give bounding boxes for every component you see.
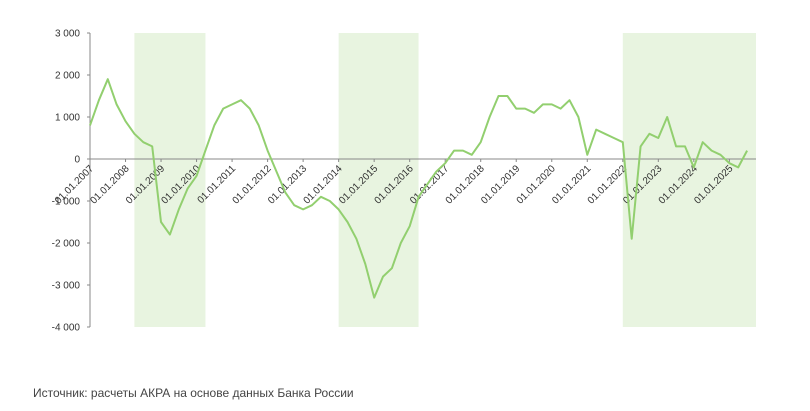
y-tick-label: -4 000 bbox=[52, 323, 81, 334]
y-tick-label: -3 000 bbox=[52, 281, 81, 292]
data-line bbox=[89, 78, 748, 299]
source-note: Источник: расчеты АКРА на основе данных … bbox=[33, 386, 354, 400]
shaded-period bbox=[338, 33, 419, 327]
shading-layer bbox=[134, 33, 756, 327]
y-tick-label: 1 000 bbox=[55, 113, 80, 124]
shaded-period bbox=[622, 33, 756, 327]
y-tick-label: -1 000 bbox=[52, 197, 81, 208]
y-tick-label: 2 000 bbox=[55, 71, 80, 82]
y-tick-label: -2 000 bbox=[52, 239, 81, 250]
y-tick-label: 3 000 bbox=[55, 29, 80, 40]
y-tick-label: 0 bbox=[74, 155, 80, 166]
